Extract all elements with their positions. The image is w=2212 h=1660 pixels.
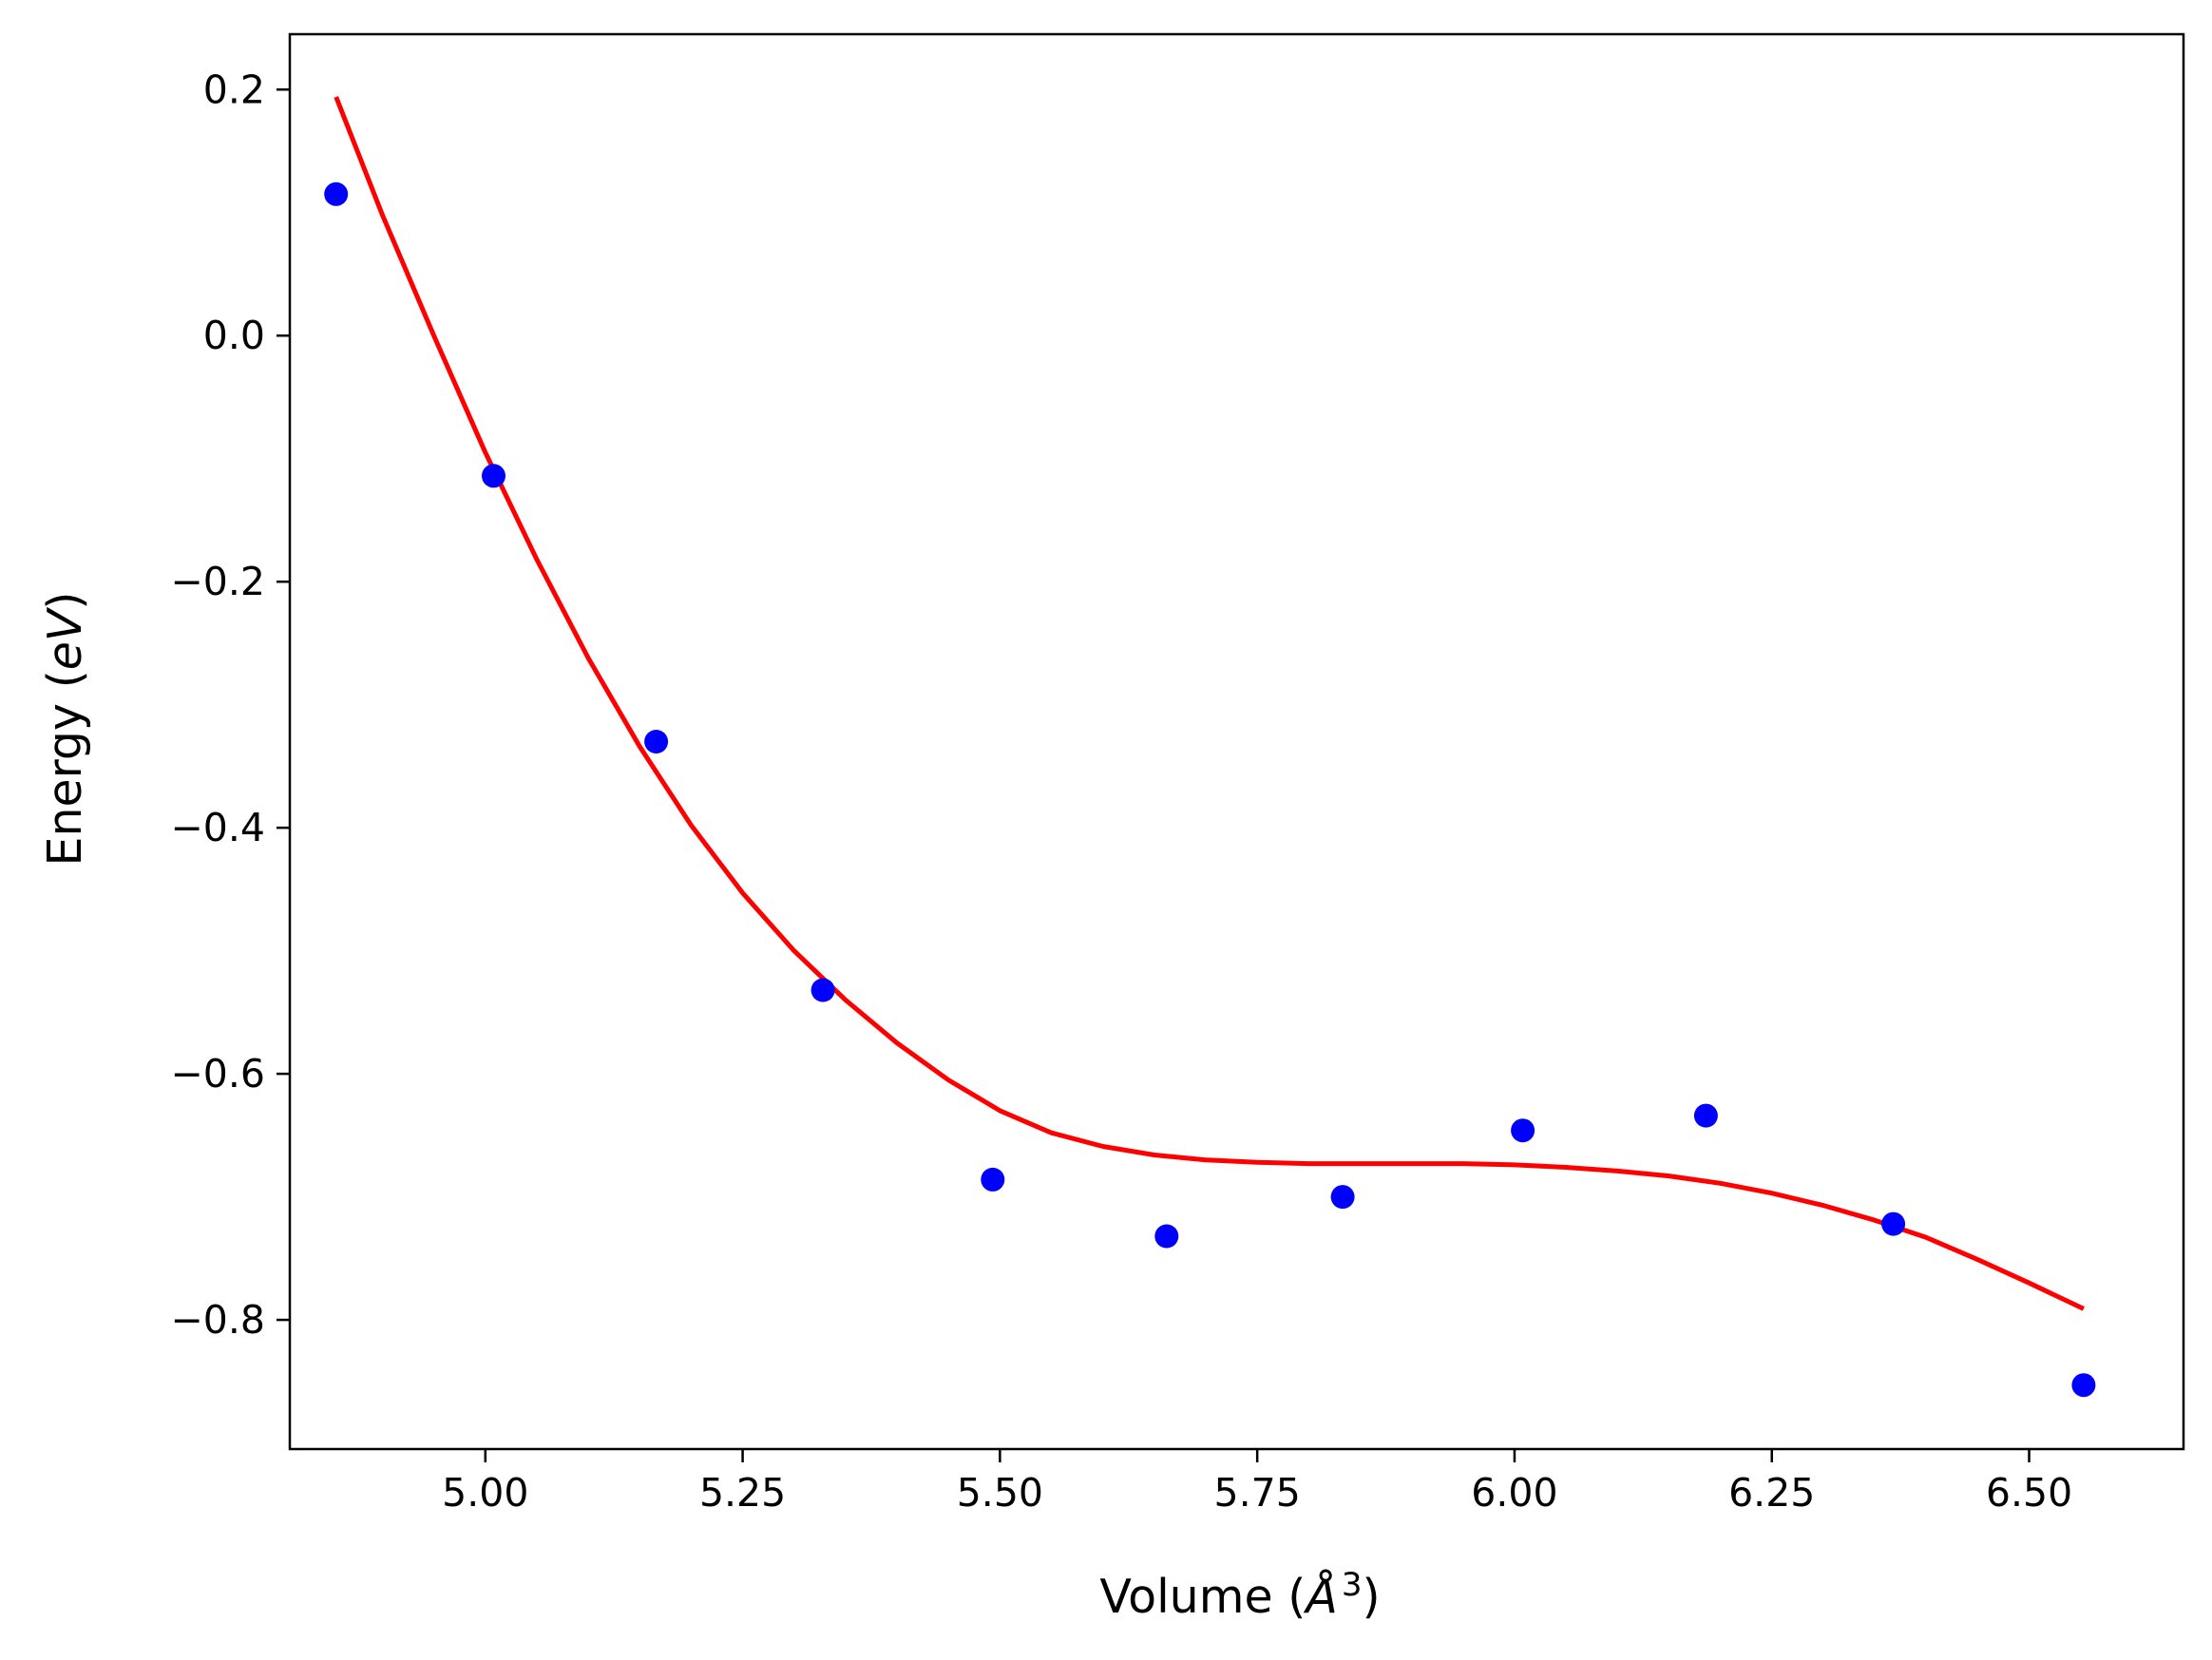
x-axis-label: Volume (Å 3) bbox=[1099, 1566, 1380, 1624]
y-axis-ticks: 0.2 0.0 −0.2 −0.4 −0.6 −0.8 bbox=[170, 67, 290, 1343]
y-tick-label: −0.6 bbox=[170, 1051, 265, 1097]
fit-line bbox=[334, 96, 2085, 1311]
x-axis-label-symbol: Å bbox=[1303, 1568, 1338, 1624]
x-tick-label: 6.00 bbox=[1471, 1470, 1557, 1516]
y-axis-label-suffix: ) bbox=[38, 591, 92, 609]
data-point bbox=[1511, 1118, 1535, 1143]
data-point bbox=[324, 181, 349, 206]
fit-layer bbox=[334, 96, 2085, 1311]
data-point bbox=[810, 978, 835, 1002]
y-tick-label: 0.2 bbox=[203, 67, 265, 112]
x-tick-label: 5.00 bbox=[442, 1470, 528, 1516]
x-tick-label: 5.50 bbox=[957, 1470, 1043, 1516]
data-point bbox=[482, 464, 505, 488]
y-tick-label: −0.8 bbox=[170, 1297, 265, 1343]
x-tick-label: 6.25 bbox=[1728, 1470, 1815, 1516]
plot-frame bbox=[288, 32, 2185, 1451]
data-point bbox=[1330, 1185, 1355, 1210]
x-axis-label-superscript: 3 bbox=[1342, 1566, 1363, 1604]
y-tick-label: −0.2 bbox=[170, 559, 265, 604]
y-axis-label-prefix: Energy ( bbox=[38, 670, 92, 866]
y-tick-label: 0.0 bbox=[203, 313, 265, 358]
x-tick-label: 5.75 bbox=[1214, 1470, 1301, 1516]
y-axis-label: Energy (eV) bbox=[38, 591, 92, 866]
x-axis-label-suffix: ) bbox=[1362, 1570, 1380, 1624]
data-point bbox=[1154, 1224, 1179, 1249]
x-tick-label: 5.25 bbox=[699, 1470, 786, 1516]
x-tick-label: 6.50 bbox=[1986, 1470, 2072, 1516]
data-point bbox=[1881, 1212, 1906, 1236]
y-tick-label: −0.4 bbox=[170, 805, 265, 850]
data-point bbox=[644, 730, 669, 754]
y-axis-label-unit: eV bbox=[38, 606, 92, 670]
data-point bbox=[981, 1167, 1005, 1192]
data-point bbox=[1693, 1103, 1718, 1128]
data-point bbox=[2071, 1373, 2096, 1398]
x-axis-label-prefix: Volume ( bbox=[1099, 1570, 1306, 1624]
x-axis-ticks: 5.00 5.25 5.50 5.75 6.00 6.25 6.50 bbox=[442, 1449, 2072, 1516]
points-layer bbox=[324, 181, 2096, 1398]
